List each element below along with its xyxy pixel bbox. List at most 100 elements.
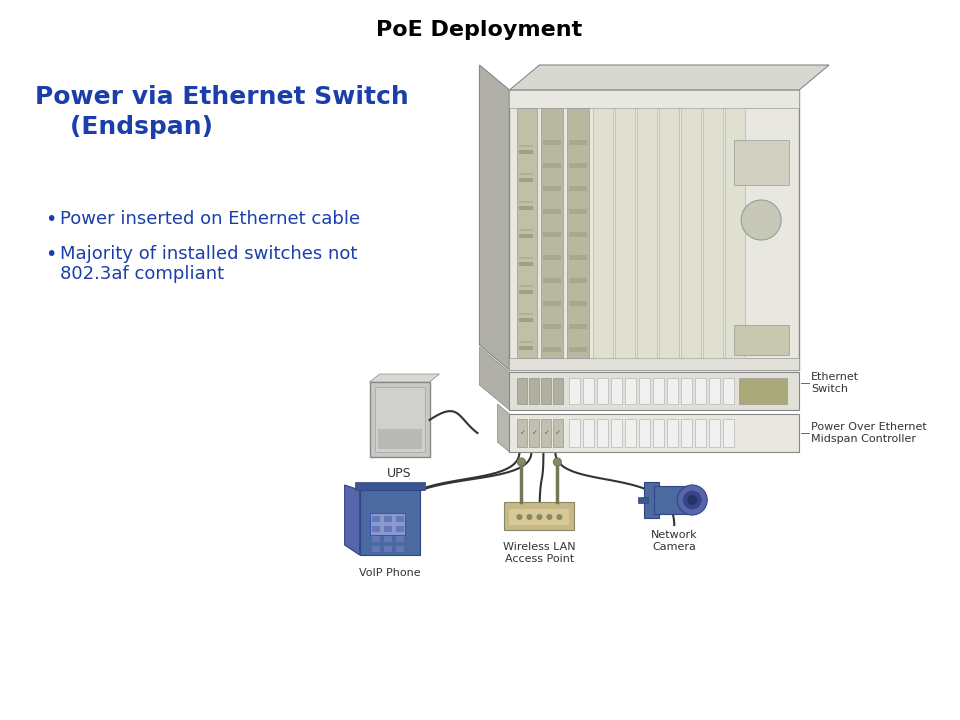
Bar [569, 301, 588, 306]
Bar [569, 255, 588, 260]
Bar [625, 378, 636, 404]
Bar [384, 546, 392, 552]
Bar [541, 378, 551, 404]
Bar [529, 378, 540, 404]
Bar [519, 145, 534, 147]
Circle shape [687, 495, 697, 505]
Bar [638, 497, 648, 503]
Circle shape [537, 514, 542, 520]
Bar [510, 90, 799, 108]
Text: UPS: UPS [387, 467, 412, 480]
Bar [517, 419, 527, 447]
Bar [569, 209, 588, 214]
Bar [519, 257, 534, 259]
Text: ✓: ✓ [543, 430, 549, 436]
Bar [612, 419, 622, 447]
Bar [660, 108, 680, 358]
Bar [569, 163, 588, 168]
Polygon shape [479, 347, 510, 410]
Bar [615, 108, 636, 358]
Text: Wireless LAN
Access Point: Wireless LAN Access Point [503, 542, 576, 564]
Bar [682, 108, 701, 358]
Bar [519, 262, 534, 266]
Bar [543, 347, 562, 352]
Bar [723, 378, 734, 404]
Polygon shape [510, 65, 829, 90]
Bar [519, 229, 534, 231]
Bar [667, 419, 679, 447]
Circle shape [684, 491, 701, 509]
Text: ✓: ✓ [519, 430, 525, 436]
Bar [734, 325, 789, 355]
Bar [723, 419, 734, 447]
Bar [667, 378, 679, 404]
Bar [543, 209, 562, 214]
Bar [510, 372, 799, 410]
Bar [639, 419, 650, 447]
Bar [519, 234, 534, 238]
Text: •: • [45, 210, 57, 229]
Bar [553, 419, 564, 447]
Bar [377, 429, 421, 449]
Bar [517, 108, 538, 358]
Bar [543, 255, 562, 260]
Text: PoE Deployment: PoE Deployment [376, 20, 583, 40]
Polygon shape [345, 485, 360, 555]
Bar [569, 419, 581, 447]
Bar [584, 419, 594, 447]
Bar [543, 324, 562, 329]
Bar [519, 341, 534, 343]
Bar [384, 526, 392, 532]
Bar [510, 358, 799, 370]
Bar [569, 186, 588, 191]
Bar [593, 108, 613, 358]
Bar [354, 482, 424, 490]
Text: (Endspan): (Endspan) [35, 115, 213, 139]
Bar [739, 378, 787, 404]
Bar [519, 201, 534, 203]
Bar [569, 140, 588, 145]
Bar [597, 378, 609, 404]
Text: Power Over Ethernet
Midspan Controller: Power Over Ethernet Midspan Controller [811, 422, 926, 444]
Text: Majority of installed switches not: Majority of installed switches not [60, 245, 357, 263]
Circle shape [557, 514, 563, 520]
Bar [639, 378, 650, 404]
Bar [519, 285, 534, 287]
Bar [519, 206, 534, 210]
Bar [553, 378, 564, 404]
Bar [370, 513, 404, 535]
Bar [597, 419, 609, 447]
Text: VoIP Phone: VoIP Phone [359, 568, 420, 578]
Bar [584, 378, 594, 404]
Bar [569, 278, 588, 283]
Bar [682, 419, 692, 447]
Bar [519, 173, 534, 175]
Bar [519, 150, 534, 154]
Circle shape [517, 458, 525, 466]
Polygon shape [497, 404, 510, 452]
Polygon shape [370, 374, 440, 382]
Bar [519, 290, 534, 294]
Bar [370, 382, 429, 457]
Circle shape [546, 514, 552, 520]
Bar [519, 313, 534, 315]
Bar [569, 378, 581, 404]
Bar [695, 378, 707, 404]
Bar [372, 516, 379, 522]
Bar [541, 419, 551, 447]
Text: •: • [45, 245, 57, 264]
Bar [569, 324, 588, 329]
Bar [396, 546, 403, 552]
Polygon shape [479, 65, 510, 370]
Bar [510, 509, 569, 525]
Bar [709, 419, 720, 447]
Bar [510, 414, 799, 452]
Circle shape [553, 458, 562, 466]
Bar [384, 536, 392, 542]
Bar [396, 536, 403, 542]
Text: Network
Camera: Network Camera [651, 530, 698, 552]
Bar [655, 486, 694, 514]
Bar [569, 347, 588, 352]
Bar [567, 108, 589, 358]
Bar [543, 232, 562, 237]
